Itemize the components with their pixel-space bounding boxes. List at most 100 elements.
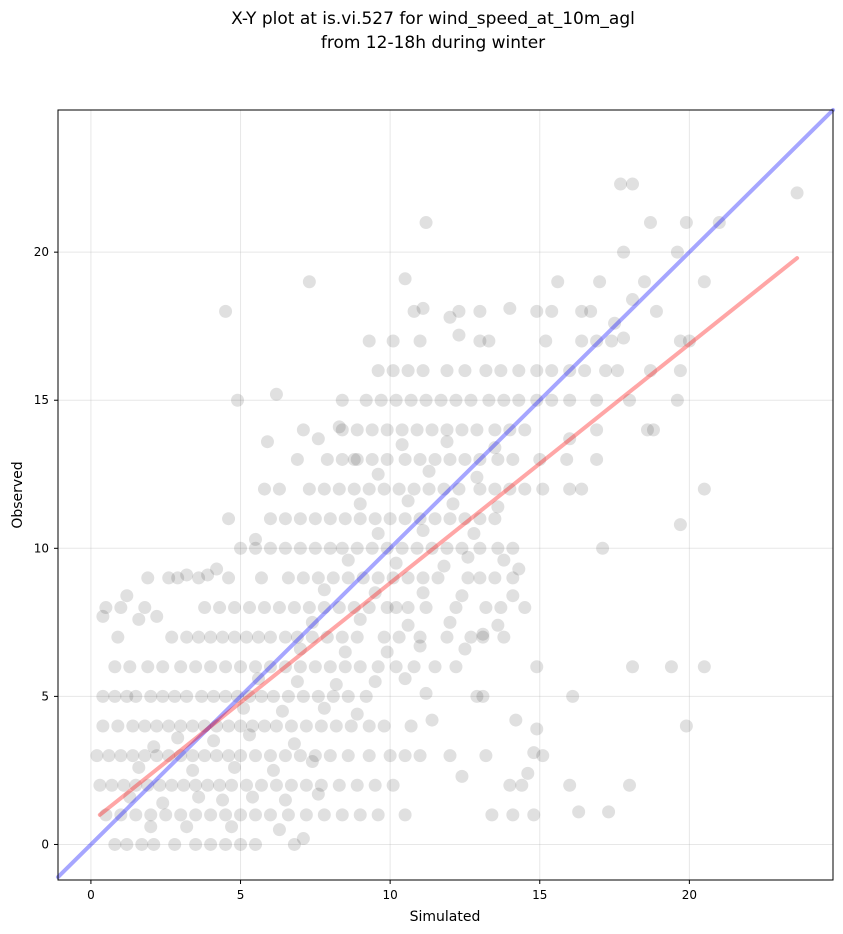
data-point (401, 601, 415, 615)
data-point (536, 749, 550, 763)
data-point (590, 452, 604, 466)
data-point (419, 393, 433, 407)
data-point (311, 432, 325, 446)
data-point (476, 689, 490, 703)
data-point (365, 541, 379, 555)
data-point (108, 660, 122, 674)
data-point (533, 452, 547, 466)
data-point (527, 746, 541, 760)
data-point (204, 630, 218, 644)
data-point (575, 482, 589, 496)
grid-lines (58, 110, 833, 880)
data-point (461, 550, 475, 564)
data-point (563, 393, 577, 407)
data-point (296, 423, 310, 437)
data-point (380, 541, 394, 555)
data-point (697, 482, 711, 496)
data-point (105, 778, 119, 792)
data-point (410, 423, 424, 437)
data-point (234, 541, 248, 555)
data-point (530, 304, 544, 318)
data-point (219, 689, 233, 703)
data-point (341, 749, 355, 763)
data-point (281, 808, 295, 822)
data-point (180, 689, 194, 703)
data-point (491, 618, 505, 632)
data-point (506, 808, 520, 822)
data-point (605, 334, 619, 348)
data-point (368, 512, 382, 526)
data-point (611, 364, 625, 378)
x-tick-label: 20 (682, 888, 697, 902)
data-point (329, 678, 343, 692)
data-point (308, 541, 322, 555)
data-point (407, 482, 421, 496)
data-point (317, 583, 331, 597)
data-point (257, 719, 271, 733)
data-point (416, 364, 430, 378)
data-point (623, 393, 637, 407)
data-point (371, 660, 385, 674)
data-point (168, 837, 182, 851)
data-point (482, 393, 496, 407)
data-point (180, 630, 194, 644)
data-point (350, 630, 364, 644)
data-point (243, 728, 257, 742)
data-point (392, 482, 406, 496)
data-point (371, 364, 385, 378)
data-point (290, 452, 304, 466)
data-point (389, 393, 403, 407)
data-point (204, 808, 218, 822)
data-point (673, 364, 687, 378)
data-point (311, 787, 325, 801)
data-point (248, 808, 262, 822)
data-point (222, 512, 236, 526)
data-point (461, 571, 475, 585)
data-point (278, 660, 292, 674)
data-point (464, 393, 478, 407)
data-point (353, 660, 367, 674)
data-point (189, 808, 203, 822)
data-point (515, 778, 529, 792)
data-point (108, 689, 122, 703)
data-point (398, 512, 412, 526)
data-point (96, 689, 110, 703)
data-point (228, 760, 242, 774)
reference-lines (56, 108, 835, 880)
data-point (305, 630, 319, 644)
data-point (123, 660, 137, 674)
data-point (664, 660, 678, 674)
data-point (278, 630, 292, 644)
data-point (201, 778, 215, 792)
data-point (643, 364, 657, 378)
data-point (640, 423, 654, 437)
data-point (347, 482, 361, 496)
data-point (281, 689, 295, 703)
data-point (452, 328, 466, 342)
data-point (377, 719, 391, 733)
data-point (251, 672, 265, 686)
data-point (153, 778, 167, 792)
data-point (192, 571, 206, 585)
data-point (114, 601, 128, 615)
data-point (470, 423, 484, 437)
data-point (649, 304, 663, 318)
data-point (287, 601, 301, 615)
data-point (563, 364, 577, 378)
data-point (392, 630, 406, 644)
data-point (458, 452, 472, 466)
data-point (234, 808, 248, 822)
data-point (425, 713, 439, 727)
data-point (263, 541, 277, 555)
data-point (323, 749, 337, 763)
data-point (210, 562, 224, 576)
data-point (350, 423, 364, 437)
data-point (335, 808, 349, 822)
data-point (338, 660, 352, 674)
data-points (90, 177, 804, 851)
data-point (234, 837, 248, 851)
y-axis-label: Observed (10, 461, 26, 528)
data-point (488, 512, 502, 526)
data-point (530, 364, 544, 378)
data-point (341, 571, 355, 585)
